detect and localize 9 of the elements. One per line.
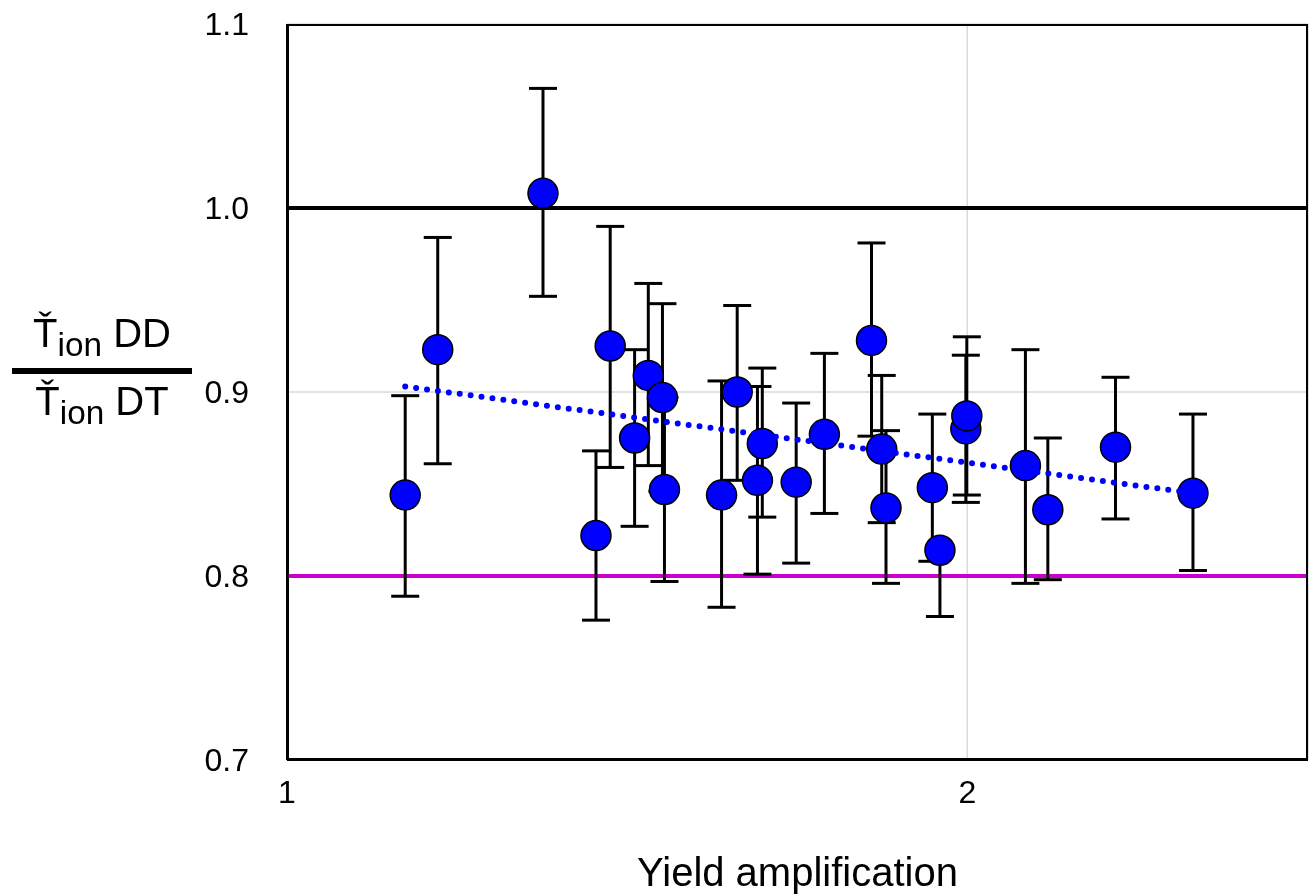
text: Ť$_{ion}$ DD Ť$_{ion}$ DT <box>33 311 171 432</box>
x-tick-label: 2 <box>958 773 977 810</box>
x-tick-label: 1 <box>278 773 296 810</box>
y-tick-label: 0.7 <box>204 742 249 779</box>
y-tick-label: 0.9 <box>204 374 249 411</box>
y-tick-label: 1.1 <box>204 6 249 43</box>
x-axis-title: Yield amplification <box>637 850 958 894</box>
y-tick-label: 1.0 <box>204 190 249 227</box>
y-tick-label: 0.8 <box>204 558 249 595</box>
